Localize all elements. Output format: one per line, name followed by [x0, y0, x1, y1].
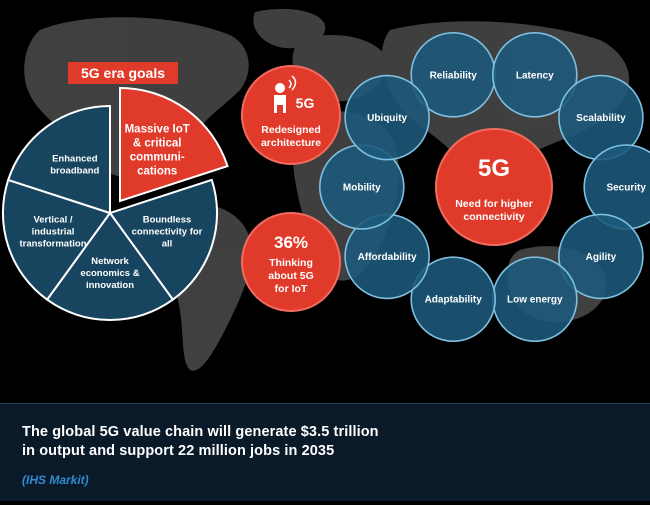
pie-label-enhanced-broadband-line-2: broadband — [50, 166, 99, 177]
bubble-label-security: Security — [606, 183, 646, 194]
pie-label-enhanced-broadband-line-1: Enhanced — [52, 154, 98, 165]
bubble-latency — [491, 32, 578, 118]
attribute-ring: Reliability Latency Scalability Security Agi… — [318, 32, 650, 343]
pie-slice-boundless-connectivity-for-all — [108, 178, 219, 301]
bubble-adaptability — [410, 256, 497, 343]
bubble-label-adaptability: Adaptability — [425, 295, 483, 306]
pie-label-network-economics-innovation-line-1: Network — [91, 256, 129, 267]
iot-disc — [241, 212, 341, 312]
bubble-label-low-energy: Low energy — [507, 295, 563, 306]
bubble-label-affordability: Affordability — [358, 252, 417, 263]
center-line-1: Need for higher — [455, 198, 533, 210]
pie-label-massive-iot-critical-communi-cations-line-4: cations — [137, 166, 177, 178]
pie-label-network-economics-innovation-line-3: innovation — [86, 280, 134, 291]
pie-label-boundless-connectivity-for-all-line-2: connectivity for — [132, 227, 203, 238]
bubble-label-mobility: Mobility — [343, 183, 381, 194]
iot-line-1: Thinking — [269, 257, 313, 269]
source-note: (IHS Markit) — [22, 473, 89, 487]
center-title: 5G — [478, 155, 510, 182]
pie-slice-vertical-industrial-transformation — [1, 178, 112, 301]
pie-slice-massive-iot-critical-communi-cations — [119, 86, 229, 203]
pie-label-boundless-connectivity-for-all-line-1: Boundless — [143, 215, 192, 226]
pie-slice-enhanced-broadband — [6, 104, 111, 215]
pie-label-boundless-connectivity-for-all-line-3: all — [162, 239, 173, 250]
bubble-label-scalability: Scalability — [576, 113, 626, 124]
pie-label-vertical-industrial-transformation-line-3: transformation — [19, 239, 86, 250]
redesign-disc — [241, 65, 341, 165]
iot-circle: 36% Thinking about 5G for IoT — [241, 212, 341, 312]
redesign-badge: 5G — [296, 95, 315, 111]
bubble-agility — [558, 213, 644, 300]
pie-label-vertical-industrial-transformation-line-1: Vertical / — [33, 215, 72, 226]
redesign-line-1: Redesigned — [261, 124, 321, 136]
goals-title-tag: 5G era goals — [68, 62, 178, 84]
center-5g-circle: 5G Need for higher connectivity — [435, 128, 553, 246]
iot-line-3: for IoT — [275, 283, 308, 295]
caption-band — [0, 403, 650, 501]
goals-pie: Massive IoT & critical communi-cations Boun… — [1, 86, 229, 322]
antenna-person-icon — [274, 75, 297, 113]
caption-line-2: in output and support 22 million jobs in… — [22, 443, 335, 459]
pie-label-network-economics-innovation-line-2: economics & — [80, 268, 139, 279]
bubble-ubiquity — [344, 74, 430, 161]
iot-value: 36% — [274, 233, 308, 252]
pie-label-massive-iot-critical-communi-cations-line-2: & critical — [133, 138, 182, 150]
pie-slice-network-economics-innovation — [45, 211, 175, 322]
bubble-label-agility: Agility — [586, 252, 617, 263]
pie-label-massive-iot-critical-communi-cations-line-3: communi- — [130, 152, 185, 164]
bubble-label-ubiquity: Ubiquity — [367, 113, 407, 124]
redesign-line-2: architecture — [261, 137, 321, 149]
iot-line-2: about 5G — [268, 270, 314, 282]
bubble-label-latency: Latency — [516, 70, 554, 81]
center-circle — [435, 128, 553, 246]
pie-label-massive-iot-critical-communi-cations-line-1: Massive IoT — [125, 124, 190, 136]
bubble-label-reliability: Reliability — [430, 70, 478, 81]
redesign-circle: 5G Redesigned architecture — [241, 65, 341, 165]
caption-line-1: The global 5G value chain will generate … — [22, 424, 379, 440]
center-line-2: connectivity — [463, 211, 524, 223]
pie-label-vertical-industrial-transformation-line-2: industrial — [32, 227, 75, 238]
